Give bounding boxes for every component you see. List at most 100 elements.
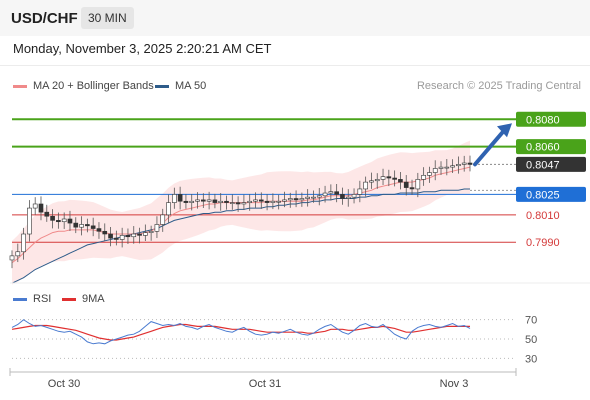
candle-body xyxy=(444,166,450,169)
candle-body xyxy=(432,168,438,173)
candle-body xyxy=(27,207,32,235)
legend-ma50: MA 50 xyxy=(155,80,206,92)
candle-body xyxy=(195,199,200,202)
candle-body xyxy=(137,233,142,236)
candle-body xyxy=(44,211,50,217)
rsi-tick-label-70: 70 xyxy=(525,315,537,327)
candle-body xyxy=(380,176,386,180)
candle-body xyxy=(398,179,403,183)
candle-body xyxy=(363,181,368,190)
candle-body xyxy=(85,224,90,227)
legend-rsi-ma-swatch xyxy=(62,297,76,301)
rsi-ma-line xyxy=(11,323,470,341)
candle-body xyxy=(61,218,67,223)
candle-body xyxy=(322,192,328,197)
candle-body xyxy=(73,222,79,228)
level-tag-0-8047 xyxy=(516,156,586,172)
level-label-0-8060: 0.8060 xyxy=(526,142,560,154)
candle-body xyxy=(386,176,392,179)
candle-body xyxy=(305,196,311,199)
legend-ma50-swatch xyxy=(155,84,169,88)
candle-body xyxy=(50,215,55,221)
bollinger-band xyxy=(12,140,470,285)
candle-body xyxy=(38,203,44,213)
candle-body xyxy=(166,202,171,216)
candle-body xyxy=(351,194,357,198)
legend-ma20-swatch xyxy=(13,84,27,88)
candle-body xyxy=(258,199,264,202)
candle-body xyxy=(108,233,113,239)
x-tick-label-1: Oct 31 xyxy=(249,378,281,390)
candle-body xyxy=(293,198,299,201)
candle-body xyxy=(334,191,339,195)
candle-body xyxy=(206,199,212,202)
level-label-0-8025: 0.8025 xyxy=(526,189,560,201)
candle-body xyxy=(311,196,316,199)
candle-body xyxy=(456,164,461,167)
legend-ma50-label: MA 50 xyxy=(175,80,207,92)
candle-body xyxy=(461,162,467,165)
candle-body xyxy=(177,194,183,202)
x-tick-label-0: Oct 30 xyxy=(48,378,80,390)
candle-body xyxy=(67,218,73,224)
candle-body xyxy=(450,165,455,168)
target-arrow-head xyxy=(497,123,512,138)
candle-body xyxy=(282,199,287,202)
candle-body xyxy=(21,233,26,253)
candle-body xyxy=(154,224,160,232)
candle-body xyxy=(125,235,131,238)
rsi-line xyxy=(11,319,471,345)
legend-rsi-ma: 9MA xyxy=(62,293,105,305)
candle-body xyxy=(218,200,224,203)
level-label-0-8010: 0.8010 xyxy=(526,210,560,222)
candle-body xyxy=(160,214,166,225)
level-label-0-8080: 0.8080 xyxy=(526,114,560,126)
level-tag-0-8025 xyxy=(516,186,586,202)
candle-body xyxy=(340,194,345,199)
legend-rsi-swatch xyxy=(13,297,27,301)
candle-body xyxy=(369,180,374,183)
candle-body xyxy=(403,181,409,188)
ma50-line xyxy=(11,188,470,284)
candle-body xyxy=(189,200,195,203)
candle-body xyxy=(345,196,351,199)
level-tag-0-8060 xyxy=(516,139,586,155)
ma20-line xyxy=(11,166,471,264)
header-divider xyxy=(0,65,590,66)
candle-body xyxy=(229,202,235,204)
x-tick-label-2: Nov 3 xyxy=(440,378,469,390)
candle-body xyxy=(56,220,61,223)
candle-body xyxy=(119,235,125,240)
level-tag-0-8080 xyxy=(516,111,586,127)
candle-body xyxy=(467,162,473,165)
candle-body xyxy=(114,237,119,240)
candle-body xyxy=(212,199,218,203)
target-arrow-shaft xyxy=(473,126,508,167)
candle-body xyxy=(421,174,426,180)
legend-ma20-label: MA 20 + Bollinger Bands xyxy=(33,80,154,92)
candle-body xyxy=(96,228,102,232)
level-label-0-8047: 0.8047 xyxy=(526,159,560,171)
candle-body xyxy=(9,255,15,261)
candle-body xyxy=(270,200,276,203)
top-bar: USD/CHF 30 MIN xyxy=(0,0,590,36)
candle-body xyxy=(235,202,241,205)
candle-body xyxy=(241,202,247,205)
candle-body xyxy=(183,200,189,203)
candle-body xyxy=(299,198,305,201)
instrument-title: USD/CHF xyxy=(11,10,78,27)
source-credit: Research © 2025 Trading Central xyxy=(416,80,581,92)
candle-body xyxy=(392,177,397,180)
candle-body xyxy=(316,195,322,198)
chart-datetime: Monday, November 3, 2025 2:20:21 AM CET xyxy=(13,41,272,56)
candle-body xyxy=(200,199,206,202)
level-label-0-7990: 0.7990 xyxy=(526,237,560,249)
candles xyxy=(9,155,473,269)
legend-rsi-label: RSI xyxy=(33,293,52,305)
legend-rsi: RSI xyxy=(13,293,51,305)
candle-body xyxy=(143,232,148,236)
timeframe-badge[interactable]: 30 MIN xyxy=(81,7,134,29)
candle-body xyxy=(276,200,282,203)
candle-body xyxy=(374,179,380,182)
